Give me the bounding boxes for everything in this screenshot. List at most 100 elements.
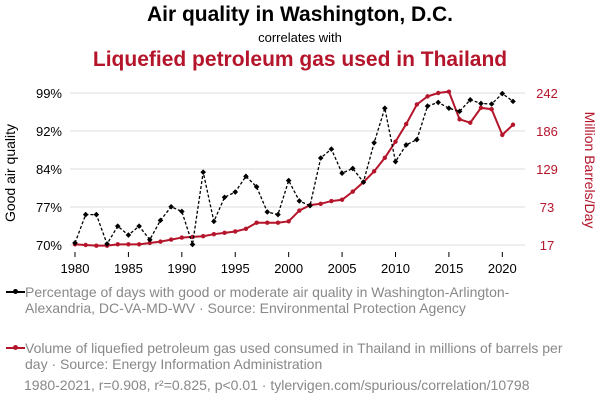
data-point-lpg bbox=[382, 155, 388, 161]
data-point-lpg bbox=[446, 89, 452, 94]
data-point-lpg bbox=[318, 201, 323, 206]
data-point-air-quality bbox=[456, 108, 463, 115]
data-point-lpg bbox=[158, 239, 163, 244]
data-point-air-quality bbox=[424, 103, 431, 109]
data-point-air-quality bbox=[510, 98, 516, 105]
data-point-air-quality bbox=[253, 184, 260, 190]
legend-item-air-quality: Percentage of days with good or moderate… bbox=[6, 284, 566, 316]
y-right-axis-label: Million Barrels/Day bbox=[582, 112, 598, 229]
data-point-lpg bbox=[297, 208, 302, 213]
data-point-lpg bbox=[233, 229, 238, 234]
data-point-air-quality bbox=[317, 155, 324, 161]
x-tick-label: 1980 bbox=[61, 261, 90, 276]
data-point-lpg bbox=[243, 226, 249, 231]
data-point-air-quality bbox=[467, 97, 474, 103]
x-tick-label: 1990 bbox=[167, 261, 196, 276]
data-point-air-quality bbox=[296, 198, 303, 204]
data-point-lpg bbox=[478, 105, 484, 111]
footer-stats: 1980-2021, r=0.908, r²=0.825, p<0.01 · t… bbox=[24, 377, 530, 393]
legend-label-air-quality: Percentage of days with good or moderate… bbox=[25, 284, 510, 316]
y-right-tick-label: 186 bbox=[536, 124, 558, 139]
data-point-air-quality bbox=[93, 211, 100, 218]
data-point-lpg bbox=[94, 243, 99, 248]
y-left-axis-label: Good air quality bbox=[2, 124, 18, 222]
data-point-air-quality bbox=[488, 101, 495, 107]
data-point-lpg bbox=[115, 242, 120, 247]
data-point-air-quality bbox=[232, 189, 239, 195]
y-left-tick-label: 84% bbox=[36, 162, 62, 177]
data-point-air-quality bbox=[285, 177, 292, 184]
data-point-lpg bbox=[265, 220, 270, 225]
data-point-air-quality bbox=[146, 236, 153, 243]
data-point-air-quality bbox=[211, 218, 217, 225]
chart-subtitle: correlates with bbox=[258, 30, 342, 45]
y-left-tick-label: 70% bbox=[36, 238, 62, 253]
data-point-lpg bbox=[393, 139, 398, 144]
data-point-lpg bbox=[500, 132, 505, 138]
y-left-tick-label: 77% bbox=[36, 200, 62, 215]
data-point-lpg bbox=[371, 169, 377, 174]
y-left-tick-labels: 70% 77% 84% 92% 99% bbox=[36, 86, 62, 253]
x-tick-label: 1985 bbox=[114, 261, 143, 276]
y-right-tick-label: 17 bbox=[540, 238, 554, 253]
data-point-lpg bbox=[275, 220, 281, 225]
data-point-air-quality bbox=[136, 223, 142, 229]
data-point-lpg bbox=[403, 121, 409, 127]
data-point-lpg bbox=[211, 231, 217, 237]
data-point-lpg bbox=[179, 235, 185, 240]
data-point-lpg bbox=[254, 220, 259, 225]
data-point-lpg bbox=[436, 90, 441, 96]
data-point-air-quality bbox=[328, 146, 335, 152]
y-left-tick-label: 92% bbox=[36, 124, 62, 139]
data-point-air-quality bbox=[243, 173, 249, 180]
data-point-air-quality bbox=[168, 203, 174, 210]
data-point-air-quality bbox=[125, 232, 132, 238]
x-tick-label: 1995 bbox=[221, 261, 250, 276]
legend-swatch-lpg bbox=[6, 345, 25, 350]
x-tick-labels: 1980 1985 1990 1995 2000 2005 2010 2015 2020 bbox=[61, 252, 517, 276]
data-point-lpg bbox=[136, 242, 142, 247]
series-lpg-thailand bbox=[72, 89, 516, 248]
data-point-air-quality bbox=[392, 158, 399, 165]
data-point-lpg bbox=[222, 230, 227, 236]
data-point-air-quality bbox=[275, 211, 281, 218]
data-point-air-quality bbox=[307, 202, 313, 209]
data-point-lpg bbox=[147, 240, 152, 246]
data-point-air-quality bbox=[189, 241, 196, 248]
data-point-air-quality bbox=[446, 105, 452, 111]
x-tick-label: 2000 bbox=[274, 261, 303, 276]
data-point-air-quality bbox=[349, 165, 356, 172]
data-point-air-quality bbox=[339, 170, 345, 176]
grid-lines bbox=[70, 92, 525, 246]
data-point-lpg bbox=[489, 107, 494, 112]
data-point-air-quality bbox=[157, 217, 164, 224]
data-point-air-quality bbox=[179, 208, 185, 215]
series-line-air-quality bbox=[74, 92, 514, 246]
data-point-air-quality bbox=[499, 90, 506, 97]
data-point-lpg bbox=[126, 242, 131, 247]
data-point-air-quality bbox=[478, 100, 484, 107]
x-tick-label: 2020 bbox=[488, 261, 517, 276]
data-point-lpg bbox=[168, 237, 174, 242]
data-point-air-quality bbox=[360, 179, 367, 185]
legend-label-lpg: Volume of liquefied petroleum gas used c… bbox=[25, 340, 563, 372]
data-point-lpg bbox=[339, 197, 345, 202]
data-point-air-quality bbox=[264, 209, 271, 215]
data-point-air-quality bbox=[403, 142, 409, 148]
legend-swatch-air-quality bbox=[6, 289, 25, 294]
data-point-lpg bbox=[329, 198, 334, 204]
data-point-lpg bbox=[83, 242, 88, 248]
y-right-tick-label: 73 bbox=[540, 200, 554, 215]
data-point-air-quality bbox=[72, 240, 78, 246]
data-point-lpg bbox=[510, 122, 516, 127]
data-point-lpg bbox=[200, 234, 206, 239]
data-point-lpg bbox=[425, 94, 430, 99]
data-point-air-quality bbox=[114, 223, 121, 229]
y-right-tick-label: 129 bbox=[536, 162, 558, 177]
data-point-lpg bbox=[286, 219, 291, 224]
legend-item-lpg: Volume of liquefied petroleum gas used c… bbox=[6, 340, 566, 372]
x-tick-label: 2010 bbox=[381, 261, 410, 276]
data-point-lpg bbox=[350, 189, 355, 194]
data-point-air-quality bbox=[371, 139, 377, 146]
